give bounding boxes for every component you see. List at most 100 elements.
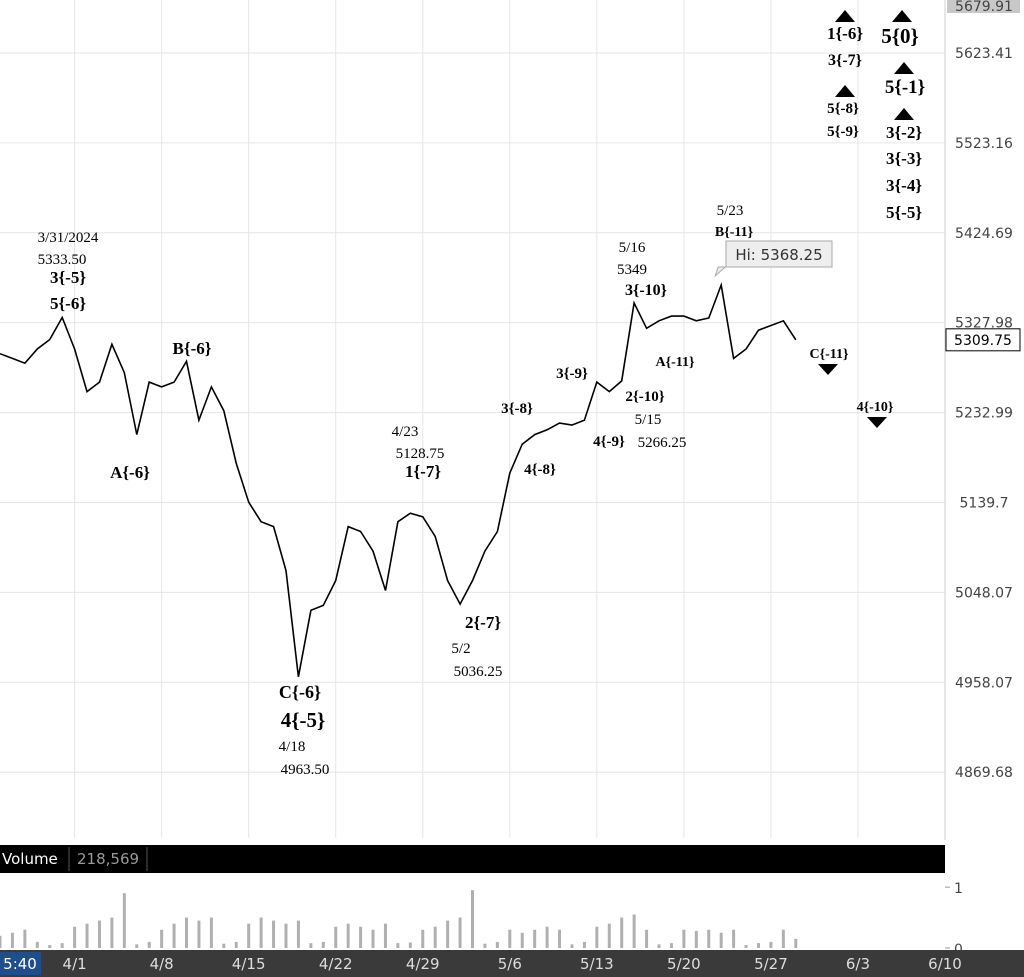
volume-bar	[222, 943, 226, 948]
wave-label: 5{-6}	[50, 294, 86, 313]
volume-bar	[471, 890, 474, 948]
volume-bar	[23, 929, 27, 948]
wave-label: 5266.25	[638, 435, 687, 451]
wave-label: 5{-8}	[827, 101, 859, 117]
wave-label: 4{-9}	[593, 434, 625, 450]
wave-label: 2{-7}	[465, 613, 501, 632]
wave-label: 4/18	[279, 739, 306, 755]
volume-bar	[284, 923, 288, 948]
volume-bar	[570, 944, 574, 948]
y-tick-label: 5679.91	[955, 0, 1013, 15]
volume-bar	[495, 941, 499, 948]
wave-label: 1{-7}	[405, 462, 441, 481]
volume-bar	[508, 929, 512, 948]
volume-bar	[645, 929, 649, 948]
volume-bar	[620, 917, 624, 948]
volume-bar	[719, 932, 723, 948]
volume-bar	[707, 929, 711, 948]
volume-bar	[582, 941, 586, 948]
volume-bar	[769, 941, 773, 948]
arrow-down	[867, 417, 887, 428]
volume-bar	[744, 944, 748, 948]
volume-bar	[781, 929, 785, 948]
time-box	[0, 952, 41, 975]
volume-bar	[135, 944, 139, 948]
x-tick-label: 6/3	[846, 955, 870, 973]
wave-label: 5/2	[451, 641, 470, 657]
y-tick-label: 5139.7	[960, 495, 1009, 511]
volume-bar	[533, 929, 537, 948]
volume-bar	[97, 920, 101, 948]
arrow-up	[892, 10, 912, 22]
volume-bar	[756, 943, 760, 948]
x-tick-label: 4/8	[150, 955, 174, 973]
volume-bar	[371, 929, 375, 948]
volume-bar	[433, 926, 437, 948]
wave-label: 5{-1}	[885, 77, 925, 98]
y-tick-label: 4958.07	[955, 675, 1013, 691]
x-tick-label: 4/22	[319, 955, 353, 973]
volume-bar	[669, 943, 673, 948]
volume-bar	[657, 944, 661, 948]
wave-label: 4/23	[392, 424, 419, 440]
wave-label: 3{-5}	[50, 268, 86, 287]
y-tick-label: 5232.99	[955, 406, 1013, 422]
volume-bar	[408, 942, 412, 948]
wave-label: 5{-5}	[886, 203, 922, 222]
y-tick-label: 4869.68	[955, 765, 1013, 781]
volume-bar	[595, 926, 599, 948]
wave-label: 3{-2}	[886, 123, 922, 142]
arrow-down	[818, 364, 838, 375]
time-label: 5:40	[3, 955, 37, 973]
volume-bar	[446, 920, 450, 948]
volume-bar	[694, 930, 698, 948]
volume-bar	[0, 935, 2, 948]
last-price-box	[945, 328, 1021, 352]
x-tick-label: 4/1	[63, 955, 87, 973]
x-tick-label: 4/15	[232, 955, 266, 973]
volume-bar	[296, 920, 300, 948]
volume-bar	[545, 926, 549, 948]
volume-bar	[147, 941, 151, 948]
volume-bar	[458, 917, 462, 948]
wave-label: 4{-8}	[524, 462, 556, 478]
volume-bar	[483, 943, 487, 948]
wave-label: 3{-3}	[886, 149, 922, 168]
wave-label: 4{-5}	[281, 708, 326, 732]
wave-label: B{-6}	[173, 339, 212, 358]
volume-bar	[334, 926, 338, 948]
volume-bar	[185, 917, 189, 948]
wave-label: 2{-10}	[625, 389, 664, 405]
x-tick-label: 5/27	[754, 955, 788, 973]
wave-label: 5/23	[717, 203, 744, 219]
wave-label: 5/16	[619, 240, 646, 256]
x-axis: 4/1 4/8 4/15 4/22 4/29 5/6 5/13 5/20 5/27 6/3 6/10	[63, 955, 962, 973]
volume-bar	[607, 923, 611, 948]
wave-label: 1{-6}	[827, 24, 863, 43]
wave-label: 5{0}	[881, 24, 919, 48]
wave-label: 5/15	[635, 412, 662, 428]
volume-bar	[160, 929, 164, 948]
arrow-up	[894, 62, 914, 74]
volume-bar	[520, 932, 524, 948]
volume-header	[0, 845, 945, 873]
wave-label: C{-6}	[279, 682, 321, 702]
volume-bar	[73, 926, 77, 948]
x-tick-label: 5/6	[498, 955, 522, 973]
volume-bar	[632, 914, 636, 948]
top-price-box	[947, 0, 1020, 13]
price-line	[0, 281, 797, 677]
volume-bar	[247, 923, 251, 948]
wave-label: 5036.25	[454, 664, 503, 680]
x-tick-label: 6/10	[928, 955, 962, 973]
volume-bar	[172, 923, 176, 948]
volume-bar	[10, 932, 14, 948]
arrow-up	[894, 108, 914, 120]
volume-label: Volume	[2, 850, 58, 868]
volume-bar	[682, 929, 686, 948]
wave-label: 5{-9}	[827, 124, 859, 140]
volume-bar	[346, 923, 350, 948]
wave-label: B{-11}	[715, 225, 754, 240]
volume-total: 218,569	[77, 850, 139, 868]
